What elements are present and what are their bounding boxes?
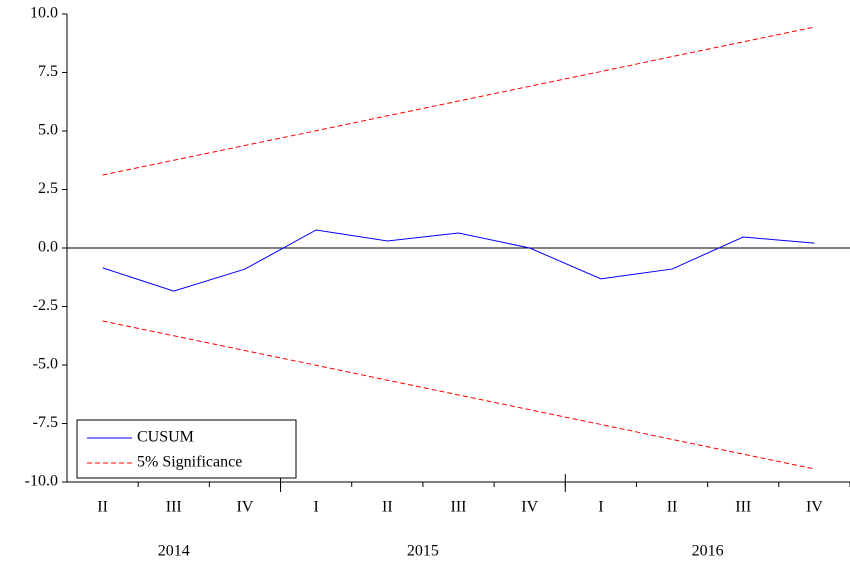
x-tick-label: I bbox=[313, 499, 318, 516]
x-tick-label: IV bbox=[521, 499, 538, 516]
series-line bbox=[102, 26, 815, 176]
legend-label: CUSUM bbox=[137, 429, 194, 446]
y-tick-label: -2.5 bbox=[33, 297, 58, 314]
legend-box bbox=[76, 419, 297, 479]
x-tick-label: IV bbox=[806, 499, 823, 516]
x-tick-label: I bbox=[598, 499, 603, 516]
year-label: 2015 bbox=[407, 543, 439, 560]
y-tick-label: 2.5 bbox=[38, 180, 58, 197]
series-line bbox=[102, 229, 815, 292]
x-tick-label: III bbox=[166, 499, 182, 516]
y-tick-label: -10.0 bbox=[25, 473, 58, 490]
series-line-lower bbox=[102, 320, 815, 470]
x-tick-label: II bbox=[667, 499, 678, 516]
x-tick-label: II bbox=[97, 499, 108, 516]
x-tick-label: III bbox=[735, 499, 751, 516]
y-tick-label: -5.0 bbox=[33, 356, 58, 373]
y-tick-label: 7.5 bbox=[38, 63, 58, 80]
year-label: 2014 bbox=[158, 543, 190, 560]
y-tick-label: 10.0 bbox=[30, 5, 58, 22]
x-tick-label: III bbox=[451, 499, 467, 516]
x-tick-label: IV bbox=[237, 499, 254, 516]
x-tick-label: II bbox=[382, 499, 393, 516]
y-tick-label: 5.0 bbox=[38, 122, 58, 139]
y-tick-label: -7.5 bbox=[33, 414, 58, 431]
year-label: 2016 bbox=[692, 543, 724, 560]
y-tick-label: 0.0 bbox=[38, 239, 58, 256]
legend-label: 5% Significance bbox=[137, 454, 242, 471]
